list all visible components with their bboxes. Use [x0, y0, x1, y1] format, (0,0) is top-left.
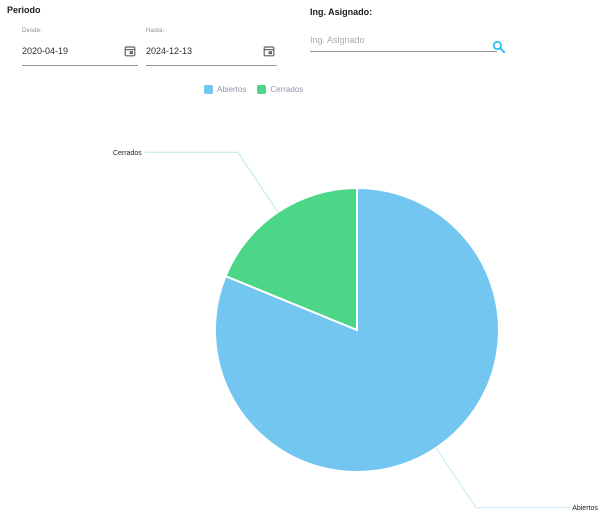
desde-input[interactable]	[22, 44, 138, 65]
hasta-calendar-button[interactable]	[263, 45, 275, 57]
pie-leader-line-cerrados	[144, 151, 279, 213]
pie-leader-line-abiertos	[435, 447, 570, 509]
legend-swatch	[204, 85, 213, 94]
pie-slice-outside-label: Abiertos	[572, 505, 598, 512]
asignado-field	[310, 30, 506, 54]
pie-slice-outside-label: Cerrados	[113, 150, 142, 157]
hasta-label: Hasta:	[146, 28, 165, 34]
legend-item-abiertos[interactable]: Abiertos	[204, 85, 246, 94]
search-button[interactable]	[492, 40, 506, 54]
calendar-icon	[263, 46, 275, 57]
desde-field: Desde:	[22, 28, 138, 66]
hasta-field: Hasta:	[146, 28, 277, 66]
hasta-input[interactable]	[146, 44, 277, 65]
periodo-title: Periodo	[7, 5, 41, 15]
pie-slice-cerrados[interactable]	[224, 186, 358, 332]
legend-label: Abiertos	[217, 85, 247, 94]
legend-item-cerrados[interactable]: Cerrados	[257, 85, 303, 94]
legend-swatch	[257, 85, 267, 94]
chart-legend: Abiertos Cerrados	[204, 85, 303, 94]
asignado-title: Ing. Asignado:	[310, 7, 373, 17]
search-icon	[492, 40, 506, 54]
asignado-search-input[interactable]	[310, 33, 497, 51]
calendar-icon	[124, 46, 136, 57]
desde-label: Desde:	[22, 28, 43, 34]
legend-label: Cerrados	[270, 85, 304, 94]
desde-calendar-button[interactable]	[124, 45, 136, 57]
